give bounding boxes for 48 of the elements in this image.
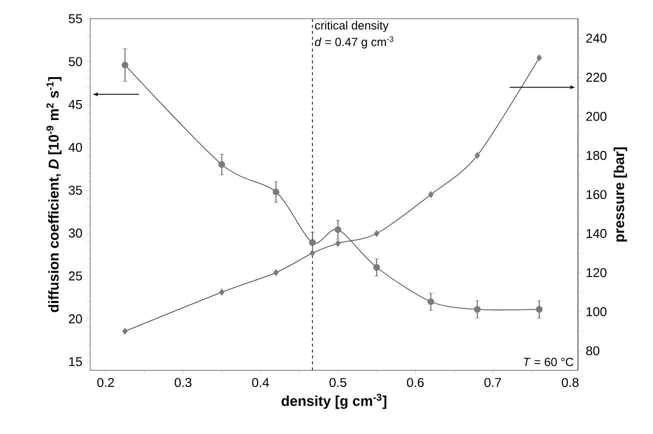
x-tick-label: 0.7 — [484, 378, 502, 387]
point — [334, 226, 342, 233]
y-tick-label: 45 — [68, 100, 82, 109]
point — [474, 152, 480, 159]
x-axis-title: density [g cm$^{-3}$] — [282, 394, 386, 409]
x-tick-label: 0.5 — [330, 378, 346, 387]
point — [219, 288, 224, 296]
y2-tick-label: 160 — [586, 190, 606, 199]
y-tick-label: 20 — [68, 314, 82, 324]
y-tick-label: 30 — [68, 228, 82, 238]
y-tick-label: 40 — [68, 142, 82, 152]
point — [218, 160, 226, 168]
x-tick-label: 0.3 — [174, 378, 192, 387]
point — [272, 188, 280, 196]
y-tick-label: 15 — [69, 357, 82, 366]
point — [428, 190, 434, 198]
y2-tick-label: 240 — [586, 34, 606, 43]
point — [536, 54, 542, 61]
ref-line-label: critical density — [315, 20, 389, 32]
y2-tick-label: 200 — [586, 112, 606, 121]
y-tick-label: 35 — [68, 185, 82, 195]
point — [373, 264, 380, 271]
point — [122, 328, 128, 334]
point — [273, 269, 279, 276]
annotation: T = 60 °C — [524, 358, 574, 366]
y-tick-label: 55 — [68, 14, 82, 23]
point — [122, 61, 128, 68]
y2-axis-title: pressure [bar] — [614, 147, 628, 242]
point — [310, 250, 315, 256]
annotation: d = 0.47 g cm$^{-3}$ — [314, 36, 394, 48]
x-tick-label: 0.6 — [406, 378, 424, 387]
text: diffusion coefficient, D [10$^{-9}$ m$^{2}$ s$^{-1}$] — [46, 76, 62, 312]
y2-tick-label: 220 — [586, 72, 606, 82]
y2-tick-label: 80 — [586, 346, 600, 356]
y-tick-label: 50 — [68, 56, 82, 66]
point — [374, 230, 380, 237]
point — [536, 306, 543, 313]
point — [474, 306, 481, 313]
y-tick-label: 25 — [68, 271, 82, 280]
point — [309, 238, 316, 246]
point — [428, 298, 434, 305]
y2-tick-label: 100 — [586, 306, 606, 316]
x-tick-label: 0.4 — [252, 378, 270, 387]
x-tick-label: 0.2 — [97, 378, 114, 387]
x-tick-label: 0.8 — [562, 378, 579, 387]
y2-tick-label: 180 — [586, 150, 606, 160]
y2-tick-label: 120 — [586, 268, 606, 277]
y2-tick-label: 140 — [586, 228, 606, 238]
